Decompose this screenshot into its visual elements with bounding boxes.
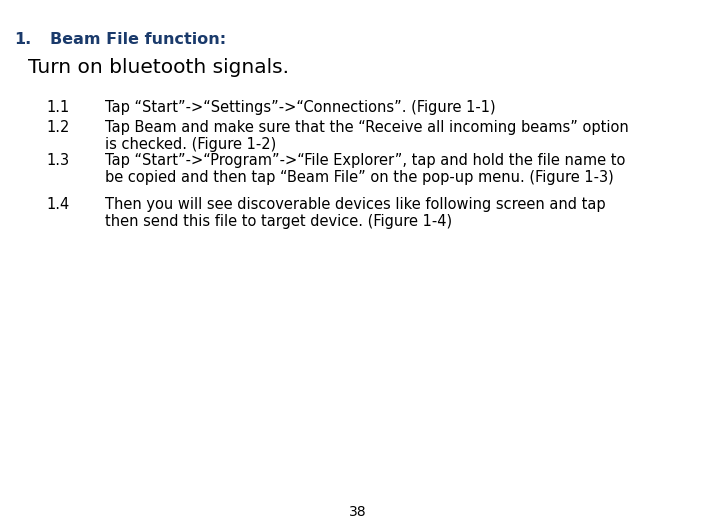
Text: 1.1: 1.1 <box>46 100 69 115</box>
Text: 1.2: 1.2 <box>46 120 69 135</box>
Text: 38: 38 <box>349 505 366 519</box>
Text: be copied and then tap “Beam File” on the pop-up menu. (Figure 1-3): be copied and then tap “Beam File” on th… <box>105 170 613 185</box>
Text: then send this file to target device. (Figure 1-4): then send this file to target device. (F… <box>105 214 452 229</box>
Text: Tap “Start”->“Settings”->“Connections”. (Figure 1-1): Tap “Start”->“Settings”->“Connections”. … <box>105 100 495 115</box>
Text: 1.: 1. <box>14 32 31 47</box>
Text: Then you will see discoverable devices like following screen and tap: Then you will see discoverable devices l… <box>105 197 606 212</box>
Text: Tap Beam and make sure that the “Receive all incoming beams” option: Tap Beam and make sure that the “Receive… <box>105 120 628 135</box>
Text: Turn on bluetooth signals.: Turn on bluetooth signals. <box>28 58 289 77</box>
Text: 1.4: 1.4 <box>46 197 69 212</box>
Text: Tap “Start”->“Program”->“File Explorer”, tap and hold the file name to: Tap “Start”->“Program”->“File Explorer”,… <box>105 153 626 168</box>
Text: Beam File function:: Beam File function: <box>50 32 226 47</box>
Text: 1.3: 1.3 <box>46 153 69 168</box>
Text: is checked. (Figure 1-2): is checked. (Figure 1-2) <box>105 137 276 152</box>
